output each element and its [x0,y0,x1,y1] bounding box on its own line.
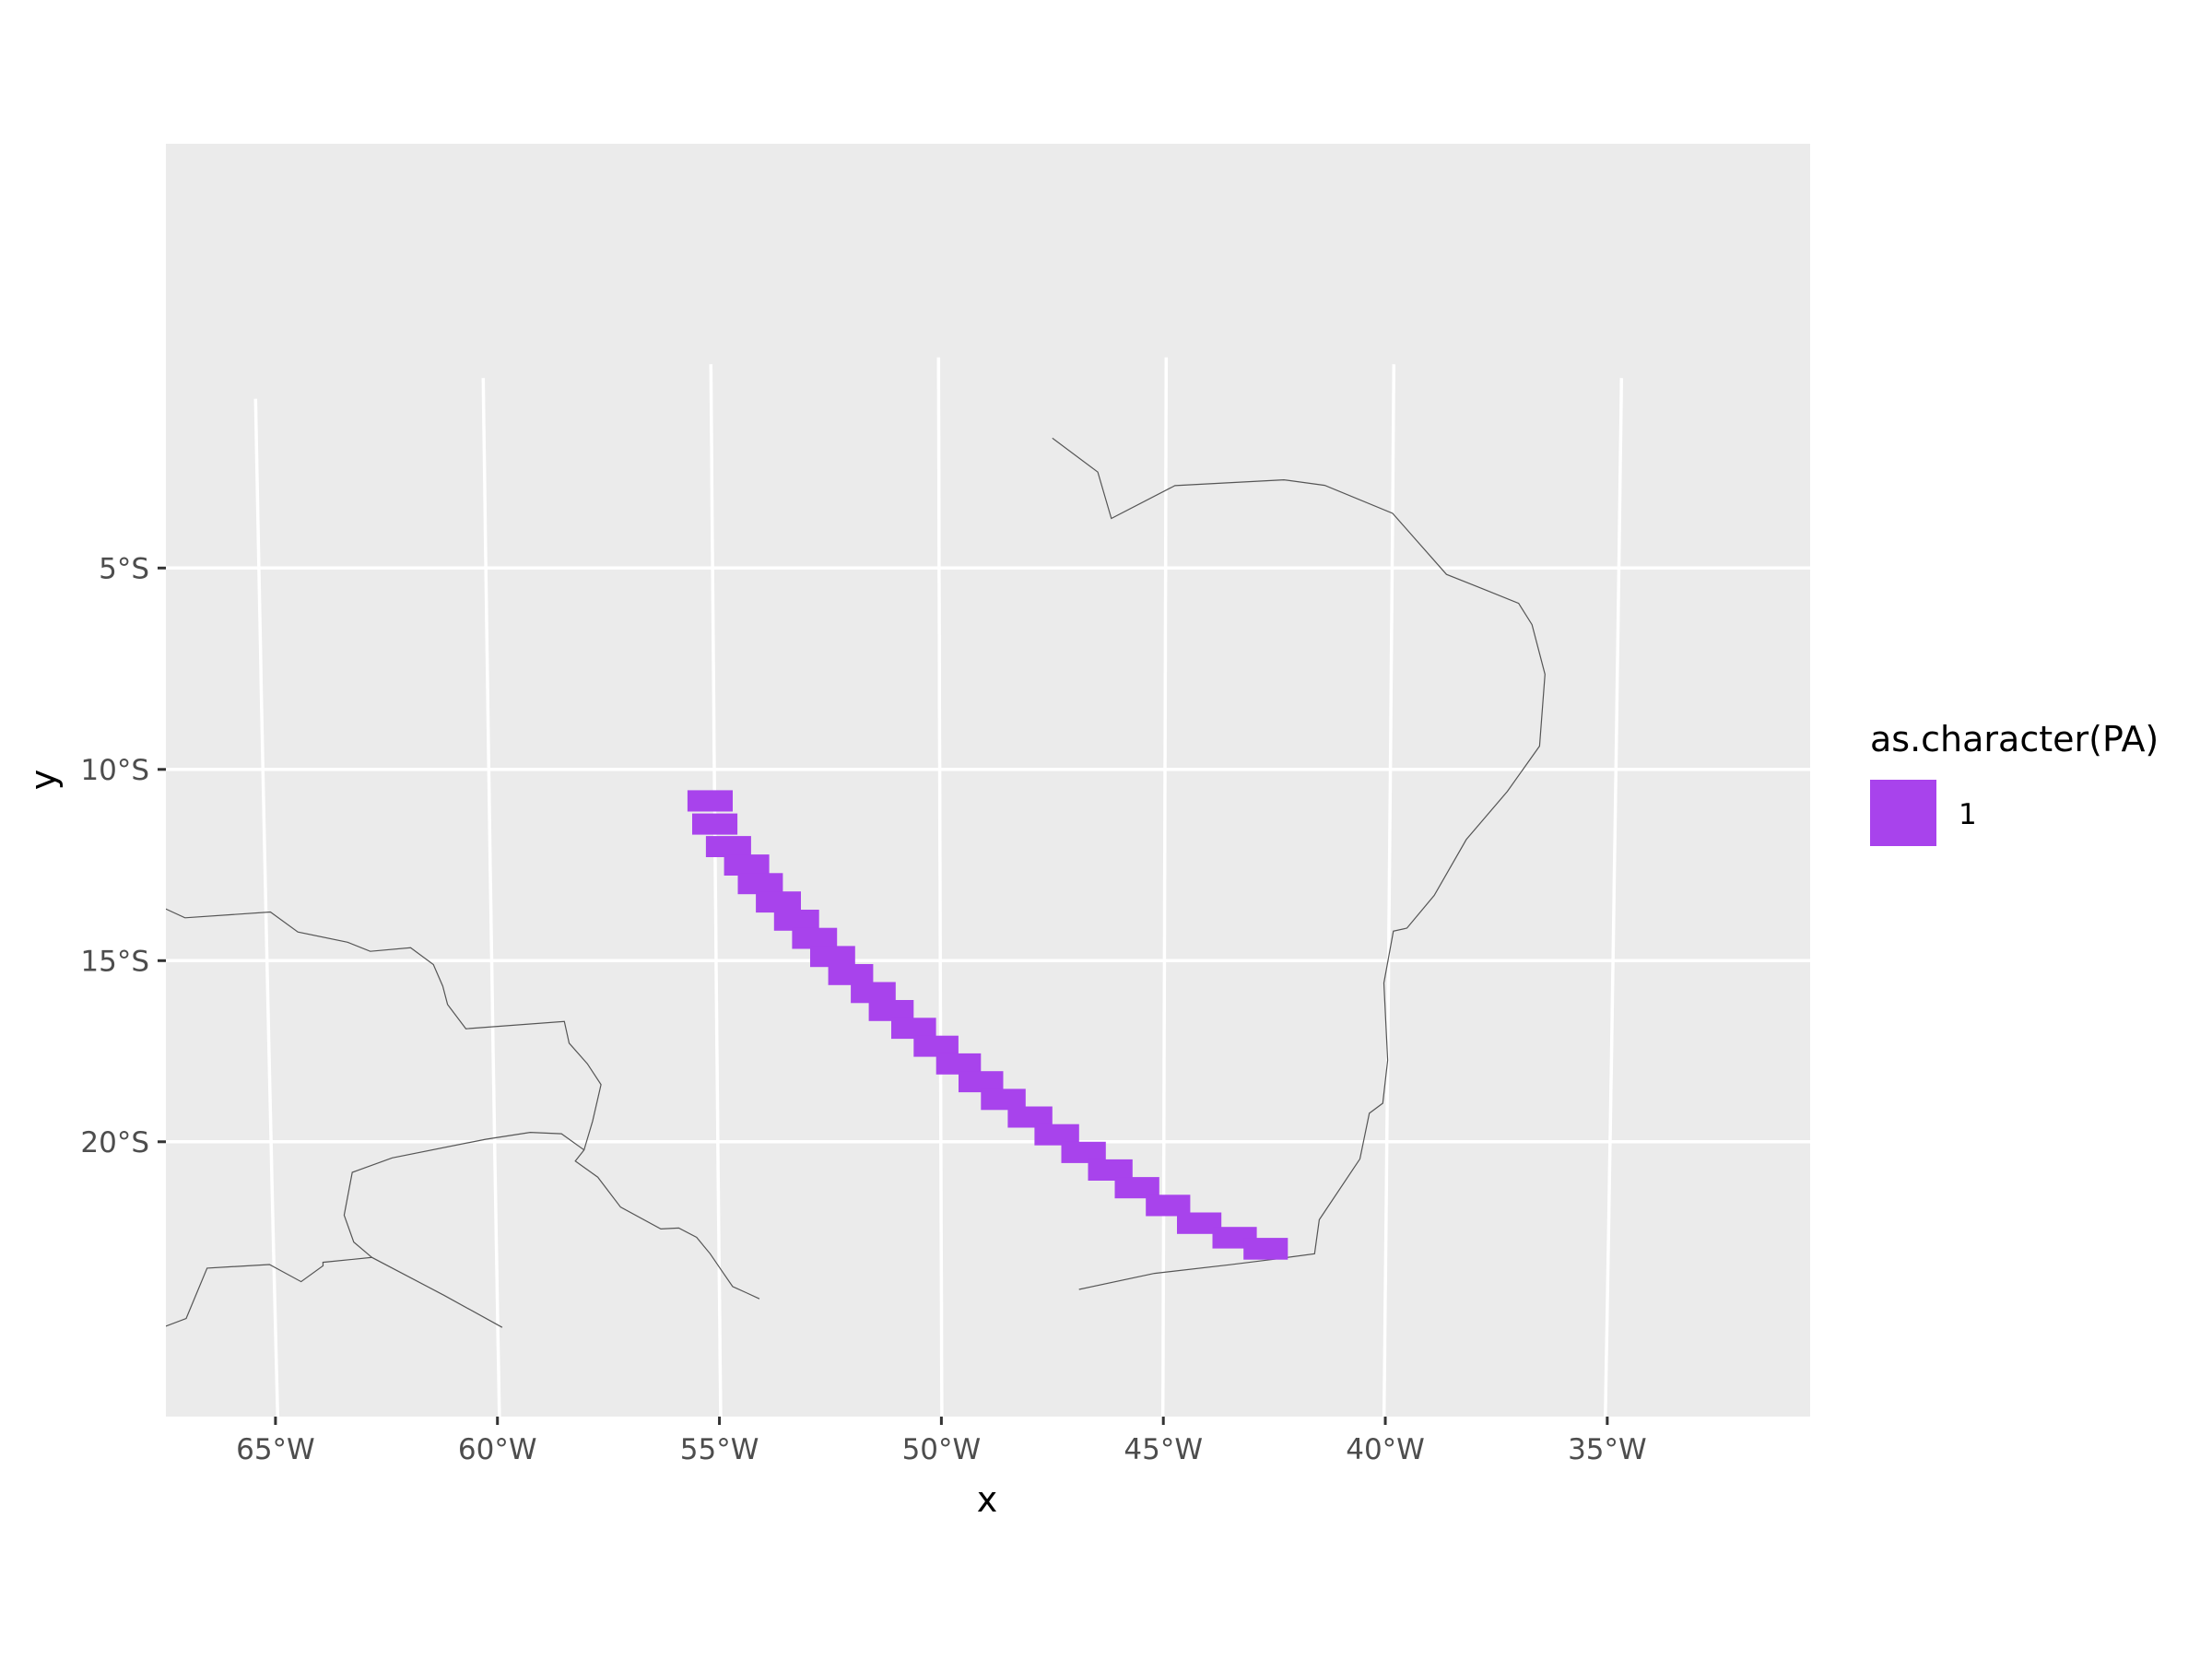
legend-key-1 [1870,780,1936,846]
band-cell-14 [913,1035,959,1057]
legend: as.character(PA) 1 [1870,719,2159,846]
meridian-65W [253,398,280,1417]
y-tick-label-10°S: 10°S [80,754,149,787]
band-cell-9 [810,946,855,968]
x-tick-label-55°W: 55°W [680,1433,759,1466]
axis-ticks: 65°W 60°W 55°W 50°W 45°W 40°W 35°W 5°S 10°S 15°S 2… [80,552,1646,1466]
band-cell-26 [1243,1238,1288,1260]
border-line-2 [166,908,760,1300]
band-cell-6 [756,891,801,913]
graticule [28,357,1850,1544]
meridian-50W [936,357,944,1417]
x-axis-title: x [977,1479,998,1520]
meridian-35W [1604,378,1624,1417]
band-cell-2 [692,813,738,835]
band-cell-17 [981,1088,1026,1111]
x-tick-label-65°W: 65°W [236,1433,315,1466]
meridian-55W [709,364,723,1417]
legend-label-1: 1 [1959,798,1977,831]
y-tick-label-15°S: 15°S [80,945,149,978]
band-cell-3 [705,836,751,857]
x-tick-label-40°W: 40°W [1346,1433,1425,1466]
band-cell-22 [1114,1177,1159,1199]
band-cell-16 [959,1071,1004,1093]
x-tick-label-50°W: 50°W [902,1433,982,1466]
band-cell-15 [935,1053,982,1075]
border-line-1 [1052,437,1546,1290]
y-tick-label-20°S: 20°S [80,1126,149,1159]
plot-panel [166,144,1810,1417]
band-cell-8 [792,927,838,949]
band-cell-23 [1146,1194,1191,1217]
band-cell-10 [828,964,874,985]
band-cell-1 [687,790,733,812]
presence-band [687,790,1288,1260]
x-tick-label-35°W: 35°W [1568,1433,1647,1466]
y-tick-label-5°S: 5°S [99,552,149,585]
band-cell-4 [724,854,770,876]
meridian-30W [1825,399,1850,1516]
band-cell-13 [891,1018,936,1040]
meridian-60W [481,378,501,1417]
x-tick-label-45°W: 45°W [1124,1433,1203,1466]
meridian-70W [28,427,59,1544]
country-borders [166,437,1546,1328]
y-axis-title: y [23,770,64,791]
band-cell-24 [1177,1212,1222,1234]
band-cell-21 [1088,1159,1133,1181]
band-cell-5 [737,873,783,895]
border-line-3 [166,1256,503,1328]
border-line-4 [343,1131,585,1258]
meridian-40W [1382,364,1396,1417]
meridian-45W [1160,357,1169,1417]
band-cell-20 [1061,1141,1106,1163]
band-cell-18 [1007,1106,1053,1128]
band-cell-11 [851,982,896,1004]
legend-title: as.character(PA) [1870,719,2159,759]
band-cell-19 [1034,1124,1079,1146]
band-cell-7 [773,910,819,931]
band-cell-12 [868,1000,914,1021]
x-tick-label-60°W: 60°W [458,1433,537,1466]
